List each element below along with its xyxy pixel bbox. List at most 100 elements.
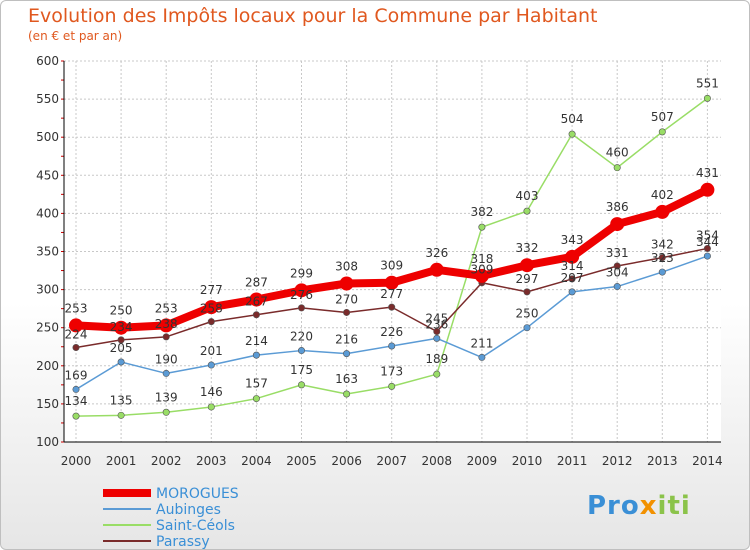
x-tick-label: 2004 (241, 454, 272, 468)
data-point (294, 283, 309, 298)
data-point (117, 411, 125, 419)
data-point (478, 353, 486, 361)
data-label: 309 (470, 263, 493, 277)
data-label: 146 (200, 385, 223, 399)
data-point (474, 268, 489, 283)
y-tick-label: 450 (36, 168, 59, 182)
data-point (162, 333, 170, 341)
data-label: 386 (606, 200, 629, 214)
data-point (433, 370, 441, 378)
data-point (523, 324, 531, 332)
x-tick-label: 2007 (376, 454, 407, 468)
data-point (204, 300, 219, 315)
data-point (297, 304, 305, 312)
data-point (72, 412, 80, 420)
data-point (658, 268, 666, 276)
data-label: 318 (470, 252, 493, 266)
data-point (703, 244, 711, 252)
legend-label: Aubinges (156, 502, 221, 518)
data-point (162, 408, 170, 416)
y-tick-label: 500 (36, 130, 59, 144)
data-point (700, 182, 715, 197)
data-label: 189 (425, 352, 448, 366)
logo-part-2: x (639, 491, 658, 521)
data-label: 250 (516, 307, 539, 321)
data-label: 224 (65, 328, 88, 342)
data-point (388, 342, 396, 350)
data-label: 504 (561, 112, 584, 126)
x-tick-label: 2010 (512, 454, 543, 468)
data-label: 134 (65, 394, 88, 408)
y-tick-label: 100 (36, 435, 59, 449)
data-label: 551 (696, 76, 719, 90)
data-label: 139 (155, 390, 178, 404)
data-label: 169 (65, 368, 88, 382)
data-point (252, 311, 260, 319)
data-label: 314 (561, 259, 584, 273)
data-point (478, 223, 486, 231)
data-label: 332 (516, 241, 539, 255)
data-label: 354 (696, 228, 719, 242)
legend-label: Parassy (156, 534, 210, 549)
data-label: 403 (516, 189, 539, 203)
data-label: 175 (290, 363, 313, 377)
data-label: 309 (380, 259, 403, 273)
data-point (388, 303, 396, 311)
y-tick-label: 600 (36, 54, 59, 68)
data-label: 201 (200, 344, 223, 358)
logo-part-1: Pro (587, 491, 640, 521)
x-tick-label: 2009 (467, 454, 498, 468)
data-label: 277 (200, 283, 223, 297)
data-point (343, 390, 351, 398)
data-label: 431 (696, 166, 719, 180)
data-label: 245 (425, 312, 448, 326)
data-label: 163 (335, 372, 358, 386)
data-point (162, 369, 170, 377)
x-tick-label: 2006 (331, 454, 362, 468)
data-point (703, 252, 711, 260)
data-point (565, 249, 580, 264)
data-label: 135 (110, 393, 133, 407)
data-label: 190 (155, 352, 178, 366)
data-label: 344 (696, 235, 719, 249)
data-point (568, 288, 576, 296)
data-label: 460 (606, 146, 629, 160)
x-axis: 2000 2001 2002 2003 2004 2005 2006 2007 2008 2009… (61, 441, 723, 468)
y-tick-label: 150 (36, 397, 59, 411)
data-label: 297 (516, 272, 539, 286)
data-point (297, 347, 305, 355)
legend-label: MOROGUES (156, 486, 239, 502)
data-point (433, 334, 441, 342)
y-axis: 100 150 200 250 300 350 400 450 500 550 600 (36, 54, 65, 449)
data-point (343, 350, 351, 358)
data-point (117, 336, 125, 344)
data-label: 343 (561, 233, 584, 247)
data-point (613, 262, 621, 270)
data-label: 173 (380, 364, 403, 378)
x-tick-label: 2013 (647, 454, 678, 468)
x-tick-label: 2001 (106, 454, 137, 468)
y-tick-label: 200 (36, 359, 59, 373)
data-label: 216 (335, 333, 358, 347)
logo-part-3: iti (657, 491, 691, 521)
data-point (658, 254, 666, 262)
data-point (523, 288, 531, 296)
data-point (429, 262, 444, 277)
data-label: 253 (155, 301, 178, 315)
chart-subtitle: (en € et par an) (28, 29, 123, 43)
data-point (613, 164, 621, 172)
data-point (252, 395, 260, 403)
data-label: 211 (470, 336, 493, 350)
data-label: 226 (380, 325, 403, 339)
x-tick-label: 2008 (422, 454, 453, 468)
data-point (613, 283, 621, 291)
data-label: 277 (380, 287, 403, 301)
x-tick-label: 2011 (557, 454, 588, 468)
data-label: 267 (245, 295, 268, 309)
data-point (523, 207, 531, 215)
data-label: 507 (651, 110, 674, 124)
x-tick-label: 2002 (151, 454, 182, 468)
x-tick-label: 2003 (196, 454, 227, 468)
y-tick-label: 400 (36, 206, 59, 220)
